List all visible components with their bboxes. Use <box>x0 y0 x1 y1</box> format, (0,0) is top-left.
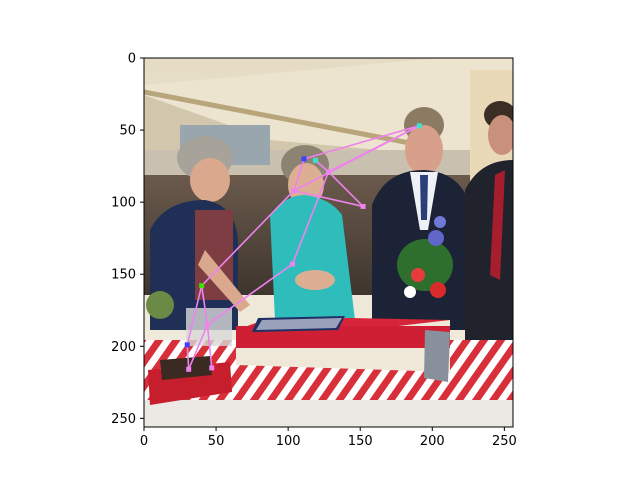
x-axis: 0 50 100 150 200 250 <box>140 427 517 449</box>
x-tick-label: 50 <box>208 434 225 449</box>
skeleton-segment <box>303 124 420 160</box>
skeleton-segment <box>206 263 293 326</box>
skeleton-segment <box>293 125 420 192</box>
skeleton-segment <box>293 158 305 191</box>
x-tick-label: 0 <box>140 434 148 449</box>
keypoint-marker <box>289 261 295 267</box>
keypoint-marker <box>291 188 297 194</box>
keypoints <box>184 123 422 372</box>
y-tick-label: 250 <box>111 412 136 427</box>
keypoint-marker <box>184 342 190 348</box>
y-tick-label: 200 <box>111 340 136 355</box>
keypoint-marker <box>360 203 366 209</box>
keypoint-marker <box>326 169 331 175</box>
keypoint-marker <box>209 365 215 371</box>
y-axis: 0 50 100 150 200 250 <box>111 52 144 427</box>
axes-frame <box>143 57 514 428</box>
y-tick-label: 0 <box>128 52 136 67</box>
y-tick-label: 100 <box>111 196 136 211</box>
skeleton-segment <box>291 171 330 265</box>
skeleton-segment <box>200 285 209 325</box>
x-tick-label: 200 <box>420 434 445 449</box>
skeleton-segment <box>186 344 190 370</box>
keypoint-marker <box>186 366 192 372</box>
skeleton-segment <box>327 171 364 208</box>
y-tick-label: 50 <box>119 124 136 139</box>
x-tick-label: 250 <box>492 434 517 449</box>
x-tick-label: 150 <box>348 434 373 449</box>
skeleton-segment <box>187 324 209 370</box>
skeleton-segment <box>201 190 295 287</box>
keypoint-marker <box>199 283 205 289</box>
keypoint-marker <box>301 156 307 162</box>
keypoint-marker <box>416 123 422 129</box>
photo-image <box>144 58 513 427</box>
keypoint-marker <box>204 322 210 328</box>
keypoint-marker <box>313 157 319 163</box>
y-tick-label: 150 <box>111 268 136 283</box>
skeleton-lines <box>186 124 420 370</box>
skeleton-segment <box>186 285 203 346</box>
skeleton-segment <box>293 189 364 208</box>
x-tick-label: 100 <box>276 434 301 449</box>
skeleton-segment <box>206 324 213 368</box>
